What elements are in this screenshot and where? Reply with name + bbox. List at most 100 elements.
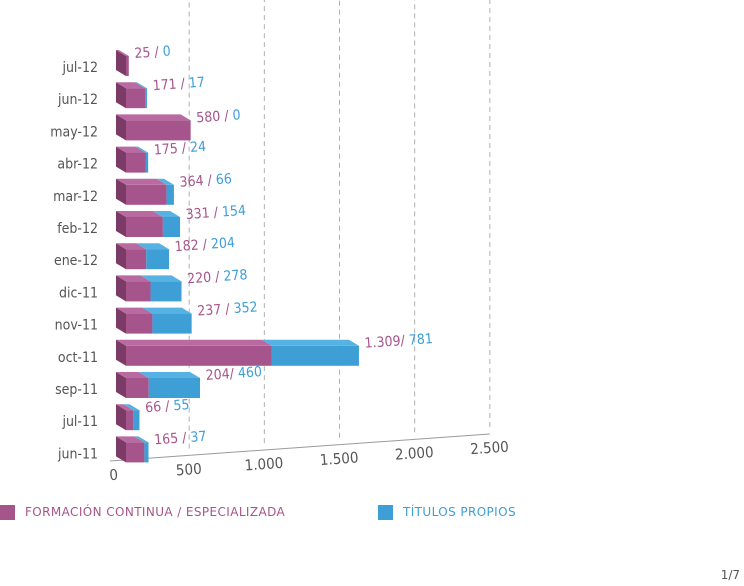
data-label-separator: / xyxy=(400,333,409,350)
bar-side-formacion xyxy=(116,275,126,302)
data-label: 175 / 24 xyxy=(153,139,206,159)
x-axis-line xyxy=(109,433,490,462)
legend-label-formacion: FORMACIÓN CONTINUA / ESPECIALIZADA xyxy=(25,505,286,519)
bar-top-formacion xyxy=(116,275,151,282)
category-label: jun-11 xyxy=(57,446,98,462)
bar-group xyxy=(116,211,181,237)
bar-top-formacion xyxy=(116,211,163,217)
legend-swatch-formacion xyxy=(0,504,15,520)
category-label: jul-12 xyxy=(61,60,98,76)
bar-formacion xyxy=(126,281,151,302)
bar-side-formacion xyxy=(116,307,126,334)
bar-group xyxy=(116,436,149,463)
category-label: dic-11 xyxy=(59,285,98,301)
bar-top-titulos xyxy=(261,339,359,346)
bar-side-formacion xyxy=(116,436,126,463)
bar-top-formacion xyxy=(116,307,153,314)
data-label: 237 / 352 xyxy=(197,299,258,319)
bar-top-titulos xyxy=(123,404,140,411)
legend-swatch-titulos xyxy=(378,504,393,520)
data-label-titulos: 55 xyxy=(173,397,190,414)
data-label-formacion: 364 xyxy=(179,173,204,191)
data-label-separator: / xyxy=(203,172,216,189)
data-label-formacion: 182 xyxy=(174,238,199,256)
data-label: 364 / 66 xyxy=(179,171,232,191)
bar-top-formacion xyxy=(116,114,191,121)
bar-top-formacion xyxy=(116,436,145,443)
data-label-separator: / xyxy=(209,204,222,221)
legend-item-titulos: TÍTULOS PROPIOS xyxy=(378,503,516,521)
data-label: 1.309/ 781 xyxy=(364,331,433,352)
bar-formacion xyxy=(126,120,191,141)
data-label: 165 / 37 xyxy=(154,429,207,449)
bar-top-titulos xyxy=(140,275,182,282)
data-label: 171 / 17 xyxy=(152,75,205,95)
data-label-formacion: 204 xyxy=(205,366,230,384)
data-label-separator: / xyxy=(220,108,233,125)
bar-top-formacion xyxy=(116,243,147,250)
category-label: abr-12 xyxy=(57,157,98,173)
bar-top-formacion xyxy=(116,82,146,89)
data-label-titulos: 204 xyxy=(210,235,235,253)
bar-side-formacion xyxy=(116,114,126,141)
bar-titulos xyxy=(150,281,182,302)
data-label-formacion: 580 xyxy=(196,109,221,127)
data-label: 66 / 55 xyxy=(145,397,190,416)
bar-top-titulos xyxy=(135,146,149,153)
bar-formacion xyxy=(126,56,129,76)
bar-formacion xyxy=(126,345,272,366)
category-label: jun-12 xyxy=(57,92,98,108)
bar-group xyxy=(116,114,191,141)
data-label-separator: / xyxy=(221,301,234,318)
data-label: 182 / 204 xyxy=(174,235,235,255)
bar-top-formacion xyxy=(116,50,129,56)
bar-top-titulos xyxy=(136,243,170,250)
bar-group xyxy=(116,82,147,109)
category-label: feb-12 xyxy=(57,221,98,237)
legend-item-formacion: FORMACIÓN CONTINUA / ESPECIALIZADA xyxy=(0,503,285,521)
bar-formacion xyxy=(126,410,134,431)
bar-top-titulos xyxy=(152,211,181,217)
data-label-separator: / xyxy=(211,269,224,286)
category-label: sep-11 xyxy=(55,382,98,398)
data-label-separator: / xyxy=(150,44,163,61)
data-label-formacion: 66 xyxy=(145,399,162,416)
data-label-titulos: 0 xyxy=(232,107,241,124)
data-label: 204/ 460 xyxy=(205,364,262,384)
bar-group xyxy=(116,275,182,302)
bar-formacion xyxy=(126,249,147,270)
bar-group xyxy=(116,339,359,366)
bar-side-formacion xyxy=(116,82,126,109)
bar-top-titulos xyxy=(135,82,147,89)
bar-titulos xyxy=(152,313,192,334)
bar-formacion xyxy=(126,313,153,334)
stacked-bar-chart: 0 500 1.000 1.500 2.000 2.500 jul-12 25 / 0 jun-… xyxy=(50,0,509,485)
bar-titulos xyxy=(162,217,181,237)
data-label-formacion: 331 xyxy=(185,205,210,223)
bar-top-titulos xyxy=(156,178,174,185)
bar-formacion xyxy=(126,88,146,109)
x-tick-label: 1.000 xyxy=(244,454,284,475)
x-tick-label: 1.500 xyxy=(319,448,359,469)
bar-formacion xyxy=(126,152,146,173)
category-label: oct-11 xyxy=(58,350,98,366)
data-label-formacion: 175 xyxy=(153,141,178,159)
bar-group xyxy=(116,372,201,398)
data-label-formacion: 220 xyxy=(187,270,212,288)
x-tick-label: 0 xyxy=(109,466,119,485)
category-label: ene-12 xyxy=(54,253,98,269)
bar-top-titulos xyxy=(134,436,149,443)
data-label-titulos: 24 xyxy=(190,139,207,156)
category-label: nov-11 xyxy=(55,318,98,334)
bar-group xyxy=(116,243,170,270)
x-tick-label: 500 xyxy=(175,460,202,480)
bar-top-titulos xyxy=(138,372,201,378)
bar-titulos xyxy=(148,378,201,398)
bar-side-formacion xyxy=(116,178,126,205)
data-label-titulos: 781 xyxy=(408,331,433,349)
data-label-titulos: 17 xyxy=(188,75,205,92)
bar-side-formacion xyxy=(116,339,126,366)
bar-side-formacion xyxy=(116,146,126,173)
data-label-separator: / xyxy=(176,76,189,93)
bar-formacion xyxy=(126,184,167,205)
